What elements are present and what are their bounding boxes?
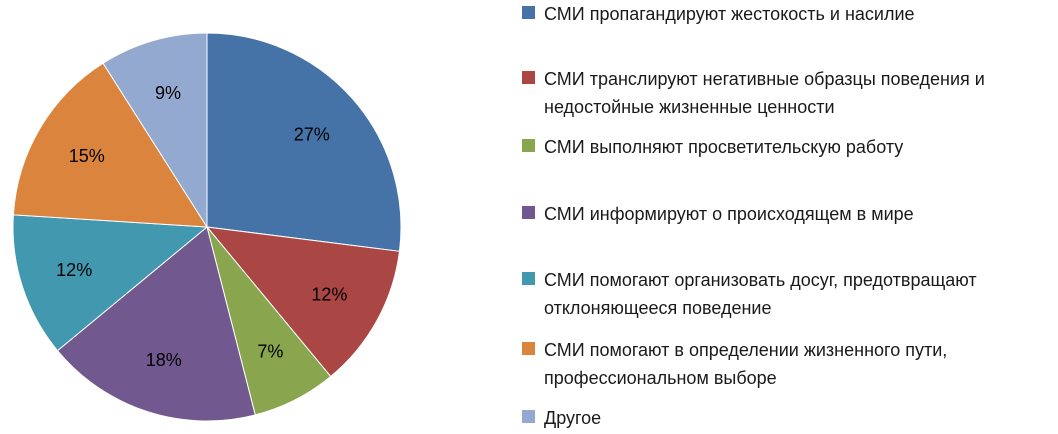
legend-swatch-1 — [522, 6, 535, 19]
legend-item-1: СМИ пропагандируют жестокость и насилие — [522, 0, 1058, 28]
pie-slice-label-1: 27% — [294, 125, 330, 145]
legend-item-6: СМИ помогают в определении жизненного пу… — [522, 336, 1058, 392]
legend-item-2: СМИ транслируют негативные образцы повед… — [522, 65, 1058, 121]
legend-label-4: СМИ информируют о происходящем в мире — [544, 204, 914, 224]
legend-label-3: СМИ выполняют просветительскую работу — [544, 137, 904, 157]
pie-slice-label-3: 7% — [257, 342, 283, 362]
legend-label-6: СМИ помогают в определении жизненного пу… — [544, 340, 948, 388]
pie-slice-label-4: 18% — [146, 350, 182, 370]
legend-label-7: Другое — [544, 408, 602, 428]
chart-legend: СМИ пропагандируют жестокость и насилие С… — [522, 0, 1058, 434]
pie-slice-7 — [102, 32, 208, 229]
legend-label-5: СМИ помогают организовать досуг, предотв… — [544, 270, 977, 318]
pie-value-labels: 27% 12% 7% 18% 12% 15% 9% — [56, 83, 347, 370]
legend-swatch-3 — [522, 139, 535, 152]
legend-swatch-5 — [522, 272, 535, 285]
legend-label-2: СМИ транслируют негативные образцы повед… — [544, 69, 985, 117]
legend-item-7: Другое — [522, 404, 1058, 432]
legend-swatch-6 — [522, 342, 535, 355]
legend-item-4: СМИ информируют о происходящем в мире — [522, 200, 1058, 228]
pie-slice-6 — [12, 62, 208, 228]
legend-swatch-4 — [522, 206, 535, 219]
pie-slice-label-2: 12% — [311, 284, 347, 304]
pie-slice-label-5: 12% — [56, 260, 92, 280]
pie-slice-4 — [56, 226, 256, 422]
pie-slice-label-6: 15% — [69, 146, 105, 166]
legend-item-3: СМИ выполняют просветительскую работу — [522, 133, 1058, 161]
legend-item-5: СМИ помогают организовать досуг, предотв… — [522, 266, 1058, 322]
pie-slice-1 — [206, 32, 402, 252]
legend-swatch-7 — [522, 410, 535, 423]
pie-slices — [12, 32, 402, 422]
legend-swatch-2 — [522, 71, 535, 84]
legend-label-1: СМИ пропагандируют жестокость и насилие — [544, 4, 915, 24]
pie-slice-2 — [205, 226, 401, 378]
pie-slice-5 — [12, 214, 209, 352]
pie-slice-label-7: 9% — [155, 83, 181, 103]
